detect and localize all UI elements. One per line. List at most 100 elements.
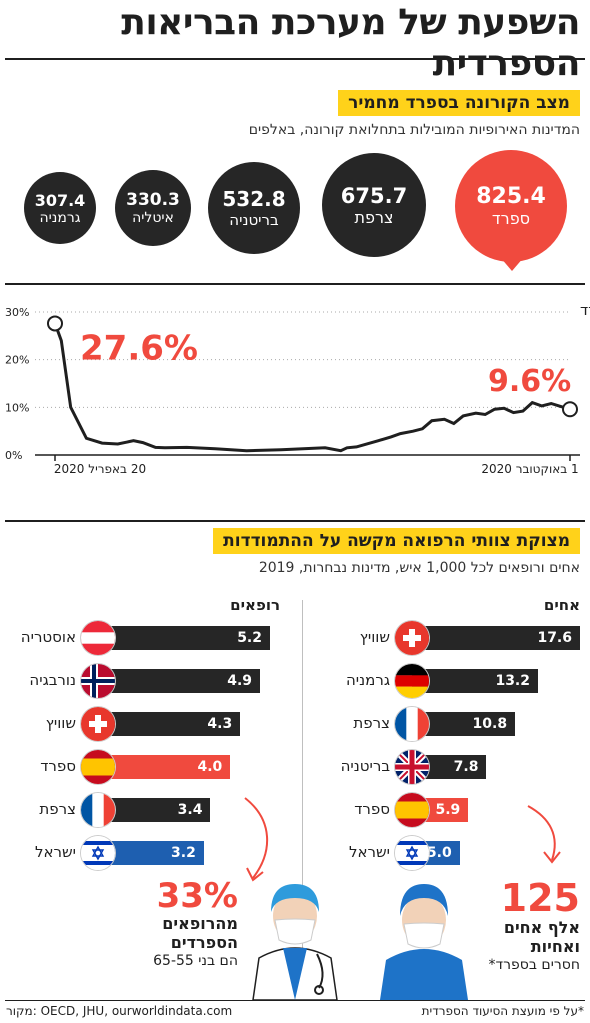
y-tick-label: 30% xyxy=(5,306,29,319)
nurses-bar: 5.0 xyxy=(412,841,460,865)
annotation-end: 9.6% xyxy=(488,364,571,399)
uk-flag-icon xyxy=(395,750,429,784)
arrow-head xyxy=(543,851,561,864)
doctors-note-number: 33% xyxy=(156,876,238,916)
switzerland-flag-icon xyxy=(81,707,115,741)
x-tick-label: 20 באפריל 2020 xyxy=(54,462,146,476)
bubble-value: 675.7 xyxy=(340,183,408,208)
doctors-note: 33% מהרופאים הספרדים הם בני 65-55 xyxy=(148,878,238,971)
footer-rule xyxy=(5,1000,585,1001)
bubble-value: 825.4 xyxy=(476,184,546,209)
bubble-name: ספרד xyxy=(491,209,531,228)
france-flag-icon xyxy=(395,707,429,741)
norway-flag-icon xyxy=(81,664,115,698)
bubble-uk: 532.8 בריטניה xyxy=(208,162,300,254)
page-title: השפעת של מערכת הבריאות הספרדית xyxy=(121,2,580,84)
doctors-note-line: מהרופאים xyxy=(162,914,238,933)
nurses-bar-value: 10.8 xyxy=(472,716,508,732)
arrow-head xyxy=(246,867,264,882)
nurses-heading: אחים xyxy=(543,596,580,614)
nurses-bar: 7.8 xyxy=(412,755,487,779)
doctors-country-label: נורבגיה xyxy=(29,671,76,689)
nurses-country-label: שוויץ xyxy=(359,628,390,646)
doctor-illustration xyxy=(252,884,338,1000)
nurses-bar: 17.6 xyxy=(412,626,580,650)
doctors-bar-value: 4.9 xyxy=(227,673,253,689)
doctors-bar: 4.9 xyxy=(98,669,261,693)
bubble-france: 675.7 צרפת xyxy=(322,153,426,257)
column-divider xyxy=(302,600,303,1000)
y-tick-label: 0% xyxy=(5,449,22,462)
doctors-bar-value: 4.3 xyxy=(207,716,233,732)
nurses-bar-value: 5.9 xyxy=(435,802,461,818)
doctors-country-label: אוסטריה xyxy=(20,628,76,646)
israel-flag-icon xyxy=(81,836,115,870)
nurses-note: 125 אלף אחים ואחיות חסרים בספרד* xyxy=(470,878,580,975)
doctors-heading: רופאים xyxy=(230,596,280,614)
nurses-note-line: אלף אחים xyxy=(503,918,580,937)
positive-rate-chart: 30% 20% 10% 0% שיעור בדיקות הקורונה החיוביו… xyxy=(5,301,590,476)
nurses-bar-value: 5.0 xyxy=(426,845,452,861)
nurses-bar: 5.9 xyxy=(412,798,469,822)
bubble-name: בריטניה xyxy=(229,211,279,229)
doctors-country-label: צרפת xyxy=(39,800,76,818)
section1-subtitle: המדינות האירופיות המובילות בתחלואת קורונ… xyxy=(248,122,580,138)
bubble-name: גרמניה xyxy=(39,209,81,226)
doctors-country-label: שוויץ xyxy=(45,714,76,732)
nurses-bar-value: 17.6 xyxy=(537,630,572,646)
section2-subtitle: אחים ורופאים לכל 1,000 איש, מדינות נבחרו… xyxy=(258,560,580,576)
nurses-arrow xyxy=(527,805,561,864)
y-tick-label: 20% xyxy=(5,354,29,367)
doctors-bar-value: 3.2 xyxy=(171,845,196,861)
doctors-note-line: הם בני 65-55 xyxy=(153,953,238,969)
annotation-start: 27.6% xyxy=(80,328,198,368)
y-tick-labels: 30% 20% 10% 0% xyxy=(5,306,29,462)
bubble-spain: 825.4 ספרד xyxy=(455,150,567,262)
doctors-country-label: ספרד xyxy=(40,757,76,775)
x-tick-label: 1 באוקטובר 2020 xyxy=(481,462,578,476)
nurse-illustration xyxy=(380,884,468,1000)
nurses-note-line: חסרים בספרד* xyxy=(488,957,580,973)
nurses-country-label: ספרד xyxy=(354,800,390,818)
bubble-value: 532.8 xyxy=(222,187,286,211)
israel-flag-icon xyxy=(395,836,429,870)
bubble-value: 330.3 xyxy=(126,190,180,210)
section2-tag: מצוקת צוותי הרפואה מקשה על ההתמודדות xyxy=(213,528,580,554)
arrow-line xyxy=(527,805,556,861)
nurses-country-label: גרמניה xyxy=(346,671,390,689)
france-flag-icon xyxy=(81,793,115,827)
doctors-bar: 5.2 xyxy=(98,626,270,650)
end-marker xyxy=(562,401,578,418)
doctors-bar-value: 4.0 xyxy=(197,759,223,775)
nurses-bar-value: 13.2 xyxy=(495,673,530,689)
arrow-line xyxy=(244,797,269,879)
series-line xyxy=(53,322,571,453)
doctors-note-line: הספרדים xyxy=(170,933,238,952)
bubble-italy: 330.3 איטליה xyxy=(115,170,191,246)
title-rule xyxy=(5,58,585,60)
spain-flag-icon xyxy=(395,793,429,827)
bubble-name: איטליה xyxy=(132,210,174,226)
nurses-note-number: 125 xyxy=(500,876,580,920)
doctors-arrow xyxy=(244,797,269,882)
doctors-bar: 3.2 xyxy=(98,841,204,865)
nurses-bar-value: 7.8 xyxy=(453,759,479,775)
nurses-bar: 10.8 xyxy=(412,712,516,736)
doctors-bar: 4.0 xyxy=(98,755,231,779)
start-marker xyxy=(47,315,63,332)
austria-flag-icon xyxy=(81,621,115,655)
nurses-country-label: בריטניה xyxy=(340,757,390,775)
section1-tag: מצב הקורונה בספרד מחמיר xyxy=(338,90,580,116)
spain-flag-icon xyxy=(81,750,115,784)
germany-flag-icon xyxy=(395,664,429,698)
nurses-country-label: ישראל xyxy=(348,843,390,861)
doctors-bar: 4.3 xyxy=(98,712,241,736)
section2-rule xyxy=(5,520,585,522)
nurses-note-line: ואחיות xyxy=(530,937,580,956)
source-text: מקור: OECD, JHU, ourworldindata.com xyxy=(6,1004,233,1018)
doctors-country-label: ישראל xyxy=(34,843,76,861)
footnote-text: *על פי מועצת הסיעוד הספרדית xyxy=(421,1004,584,1018)
y-tick-label: 10% xyxy=(5,401,29,414)
bubble-pointer xyxy=(500,257,524,271)
doctors-bar-value: 3.4 xyxy=(177,802,203,818)
